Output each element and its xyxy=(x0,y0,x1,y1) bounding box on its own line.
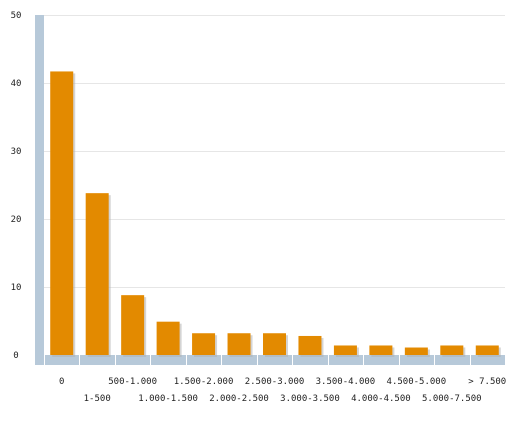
x-tick-label: 3.500-4.000 xyxy=(316,377,376,387)
x-axis-band xyxy=(44,355,505,365)
y-tick-label: 0 xyxy=(13,351,18,361)
x-tick-label: 0 xyxy=(59,377,64,387)
y-axis-band xyxy=(35,15,44,365)
bar-0 xyxy=(50,71,74,355)
x-axis-dividers xyxy=(44,355,506,365)
bar-8 xyxy=(333,345,357,355)
y-tick-label: 20 xyxy=(11,215,22,225)
bar-11 xyxy=(440,345,464,355)
y-tick-labels: 0 10 20 30 40 50 xyxy=(11,11,22,361)
x-tick-label: 2.500-3.000 xyxy=(245,377,305,387)
x-tick-labels: 0 1-500 500-1.000 1.000-1.500 1.500-2.000 2.0… xyxy=(59,377,506,404)
bar-2 xyxy=(121,295,145,355)
bar-4 xyxy=(192,333,216,355)
bar-6 xyxy=(263,333,286,355)
y-tick-label: 10 xyxy=(11,283,22,293)
x-tick-label: 3.000-3.500 xyxy=(280,394,340,404)
bar-9 xyxy=(369,345,393,355)
x-tick-label: 1.500-2.000 xyxy=(174,377,234,387)
bar-7 xyxy=(298,335,322,355)
bar-10 xyxy=(404,347,428,355)
x-tick-label: > 7.500 xyxy=(468,377,506,387)
y-tick-label: 50 xyxy=(11,11,22,21)
x-tick-label: 2.000-2.500 xyxy=(209,394,269,404)
y-tick-label: 30 xyxy=(11,147,22,157)
grid-lines xyxy=(44,15,505,356)
x-tick-label: 1-500 xyxy=(84,394,111,404)
x-tick-label: 5.000-7.500 xyxy=(422,394,482,404)
bar-5 xyxy=(227,333,251,355)
bars xyxy=(50,71,501,357)
x-tick-label: 4.000-4.500 xyxy=(351,394,411,404)
x-tick-label: 1.000-1.500 xyxy=(138,394,198,404)
y-tick-label: 40 xyxy=(11,79,22,89)
bar-3 xyxy=(156,321,180,355)
bar-12 xyxy=(475,345,499,355)
x-tick-label: 500-1.000 xyxy=(108,377,157,387)
bar-1 xyxy=(85,193,109,355)
x-tick-label: 4.500-5.000 xyxy=(387,377,447,387)
